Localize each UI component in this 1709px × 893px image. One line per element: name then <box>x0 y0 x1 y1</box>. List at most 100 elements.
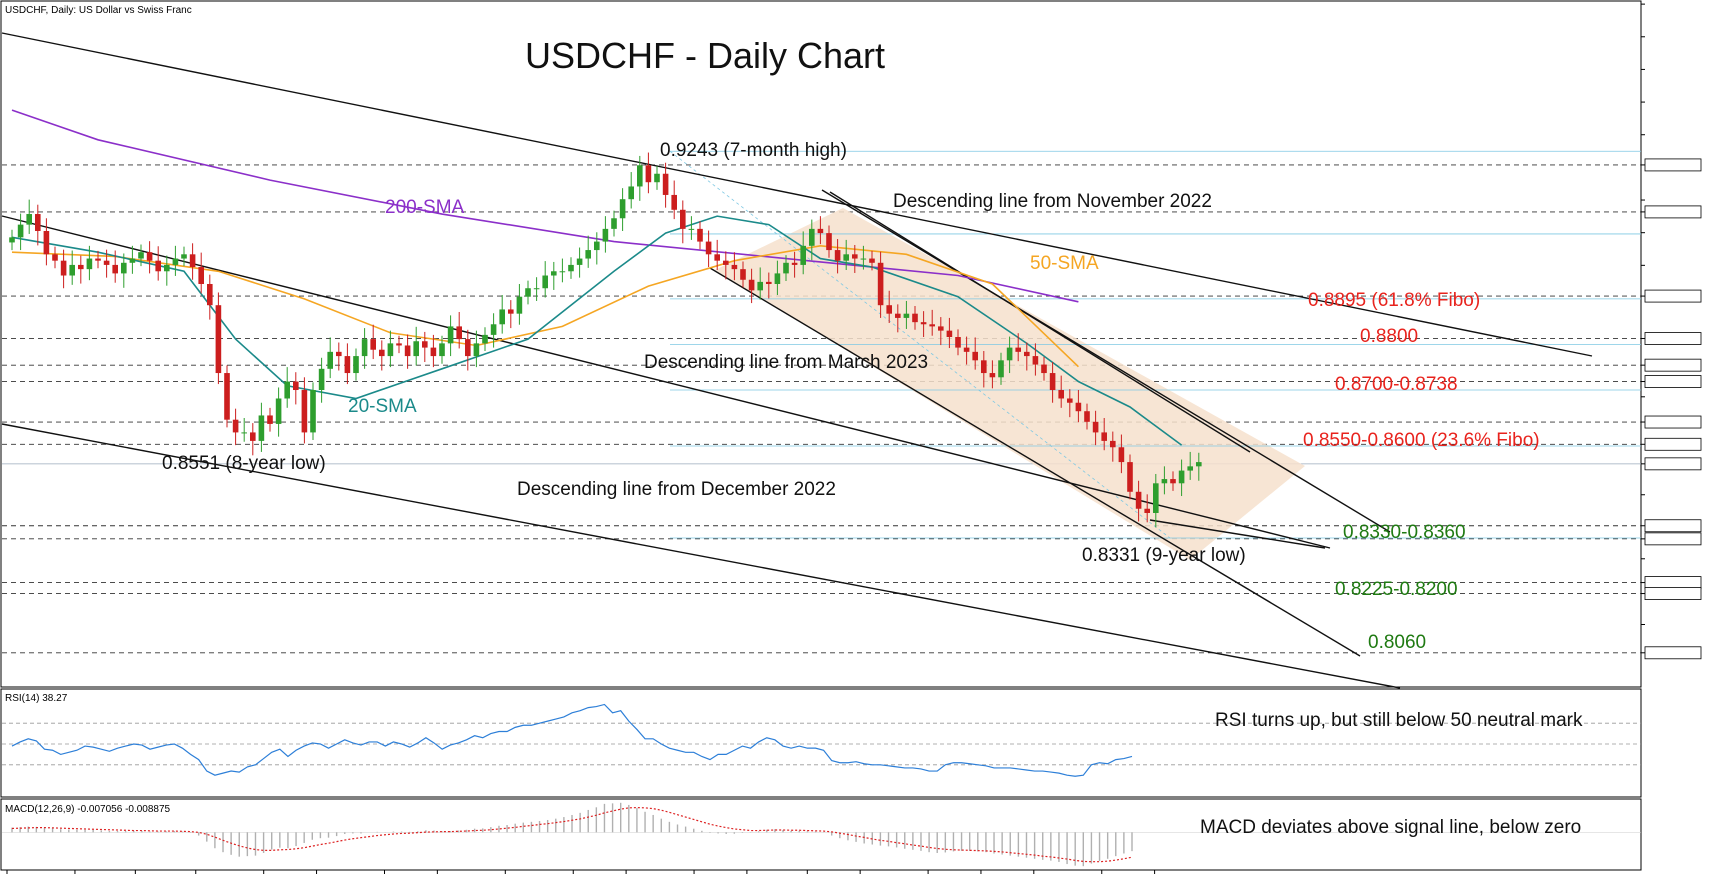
candle-body <box>164 264 170 272</box>
price-label-box <box>1644 332 1702 345</box>
candle-body <box>52 254 58 261</box>
candle-body <box>705 241 712 255</box>
price-label-box <box>1644 358 1702 372</box>
candle-body <box>146 252 153 261</box>
candle-body <box>43 230 50 255</box>
candle-body <box>516 296 523 314</box>
trendline <box>1 32 1593 357</box>
candle-body <box>241 432 247 434</box>
candle-body <box>1178 470 1185 484</box>
candle-body <box>766 281 772 284</box>
price-axis <box>1641 3 1702 660</box>
level-8800: 0.8800 <box>1360 326 1418 347</box>
annotation-desc-nov: Descending line from November 2022 <box>893 191 1212 212</box>
candle-body <box>731 264 738 270</box>
candle-body <box>353 356 359 374</box>
candle-body <box>740 269 746 280</box>
candle-body <box>301 390 308 433</box>
rsi-label: RSI(14) 38.27 <box>5 693 68 704</box>
candle-body <box>310 390 316 433</box>
candle-body <box>422 341 428 348</box>
channel-fill <box>715 208 1305 560</box>
price-label-box <box>1644 437 1702 451</box>
candle-body <box>568 264 574 272</box>
level-8895: 0.8895 (61.8% Fibo) <box>1308 290 1480 311</box>
annotation-desc-dec: Descending line from December 2022 <box>517 479 836 500</box>
candle-body <box>981 360 987 374</box>
rsi-layer <box>2 703 1641 777</box>
date-axis <box>6 870 1156 874</box>
trendline <box>1 423 1401 689</box>
candle-body <box>447 326 454 344</box>
candle-body <box>1110 440 1116 448</box>
candle-body <box>138 252 144 259</box>
candle-body <box>181 254 187 259</box>
trendline <box>1149 519 1326 549</box>
candle-body <box>1032 356 1039 365</box>
candle-body <box>95 258 101 261</box>
candle-body <box>284 381 290 399</box>
level-8700: 0.8700-0.8738 <box>1335 374 1458 395</box>
candle-body <box>112 264 118 274</box>
level-8330: 0.8330-0.8360 <box>1343 522 1466 543</box>
price-label-box <box>1644 646 1702 660</box>
candle-body <box>826 233 832 251</box>
fib-layer <box>669 150 1641 539</box>
candle-body <box>843 254 849 261</box>
macd-layer <box>2 802 1641 867</box>
candle-body <box>499 309 505 325</box>
candle-body <box>103 260 110 265</box>
candle-body <box>963 347 970 352</box>
candle-body <box>576 258 583 265</box>
price-label-box <box>1644 532 1702 546</box>
main-panel-frame <box>0 0 1642 688</box>
candle-body <box>920 322 927 325</box>
candle-body <box>224 373 230 420</box>
candle-body <box>1153 483 1159 513</box>
candle-body <box>121 262 127 274</box>
candle-body <box>250 432 256 441</box>
price-label-box <box>1644 576 1702 589</box>
candle-body <box>1006 347 1013 361</box>
candle-body <box>637 165 643 187</box>
candle-body <box>456 326 462 340</box>
chart-title: USDCHF - Daily Chart <box>525 35 885 76</box>
candle-body <box>78 264 84 270</box>
candle-body <box>1170 479 1176 484</box>
candle-body <box>989 373 996 378</box>
price-label-box <box>1644 415 1702 429</box>
annotation-desc-mar: Descending line from March 2023 <box>644 352 928 373</box>
candle-body <box>619 199 626 219</box>
candle-body <box>17 224 24 238</box>
candle-body <box>912 313 918 323</box>
level-8225: 0.8225-0.8200 <box>1335 579 1458 600</box>
candle-body <box>938 326 944 331</box>
candle-body <box>396 343 402 346</box>
candle-body <box>602 228 609 242</box>
candle-body <box>1127 462 1133 492</box>
candle-body <box>1135 491 1142 509</box>
macd-label: MACD(12,26,9) -0.007056 -0.008875 <box>5 804 171 815</box>
candle-body <box>430 347 437 357</box>
candle-body <box>748 279 755 291</box>
macd-signal-line <box>11 806 1133 863</box>
candle-body <box>757 281 763 291</box>
candle-body <box>869 258 875 263</box>
price-label-box <box>1644 519 1702 533</box>
candle-body <box>895 313 901 318</box>
candle-body <box>387 343 394 357</box>
candle-body <box>232 419 239 433</box>
annotation-9yr-low: 0.8331 (9-year low) <box>1082 545 1246 566</box>
candle-body <box>611 218 617 229</box>
candle-body <box>1092 421 1099 433</box>
candle-body <box>946 330 953 338</box>
candle-body <box>293 381 299 391</box>
candle-body <box>413 341 419 357</box>
sma-line <box>11 109 1079 303</box>
candle-body <box>972 351 978 361</box>
candle-body <box>189 254 196 268</box>
candle-body <box>680 209 686 229</box>
candle-body <box>404 345 411 357</box>
candle-body <box>886 305 892 314</box>
